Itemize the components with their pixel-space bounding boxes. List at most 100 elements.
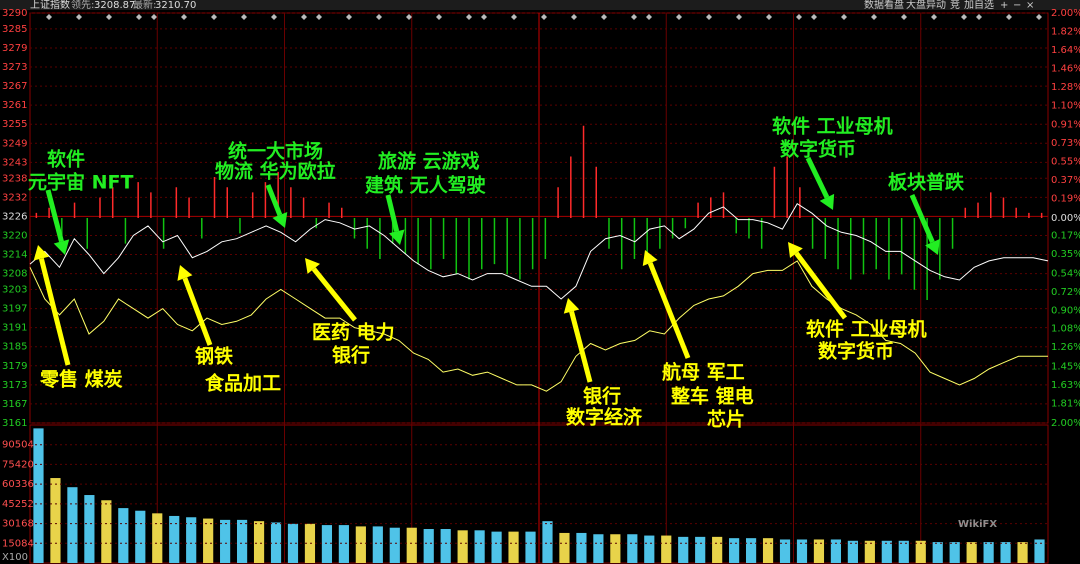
event-marker	[511, 14, 517, 20]
event-marker	[316, 14, 322, 20]
toolbar-button[interactable]: 大盘异动	[906, 0, 946, 11]
event-marker	[76, 14, 82, 20]
volume-bar	[152, 513, 163, 563]
event-marker	[376, 14, 382, 20]
annotation-text: 软件 工业母机	[772, 115, 893, 138]
y2-tick-label: 1.45%	[1051, 362, 1080, 373]
y2-tick-label: 0.55%	[1051, 157, 1080, 168]
volume-bar	[542, 521, 553, 563]
toolbar-button[interactable]: 数据看盘	[864, 0, 904, 11]
volume-bar	[813, 539, 825, 563]
event-marker	[736, 14, 742, 20]
volume-bar	[949, 542, 960, 563]
volume-bar	[372, 526, 383, 563]
volume-bar	[644, 535, 655, 563]
event-marker	[766, 14, 772, 20]
event-marker	[211, 14, 217, 20]
volume-bar	[932, 542, 943, 563]
volume-bar	[304, 523, 316, 563]
annotation-arrowhead	[642, 250, 658, 266]
annotation-arrow	[909, 194, 935, 244]
y-tick-label: 3208	[2, 269, 27, 280]
volume-unit: X100	[2, 552, 28, 563]
y-tick-label: 3232	[2, 192, 27, 203]
event-marker	[676, 14, 682, 20]
volume-bar	[135, 510, 146, 563]
event-marker	[151, 14, 157, 20]
zoom-button[interactable]: −	[1013, 0, 1021, 11]
event-marker	[436, 14, 442, 20]
annotation-text: 零售 煤炭	[39, 368, 123, 391]
event-marker	[541, 14, 547, 20]
event-marker	[46, 14, 52, 20]
annotation-text: 旅游 云游戏	[378, 150, 480, 173]
annotation-arrowhead	[563, 298, 580, 314]
volume-bar	[406, 527, 417, 563]
event-marker	[346, 14, 352, 20]
volume-bar	[847, 540, 858, 563]
volume-tick-label: 45252	[2, 499, 34, 510]
volume-bar	[695, 536, 706, 563]
y-tick-label: 3191	[2, 323, 27, 334]
volume-bar	[762, 538, 774, 563]
event-marker	[466, 14, 472, 20]
annotation-text: 银行	[583, 385, 621, 408]
volume-bar	[101, 500, 112, 563]
annotation-arrow	[311, 267, 357, 322]
y-tick-label: 3238	[2, 173, 27, 184]
volume-tick-label: 30168	[2, 519, 34, 530]
event-marker	[1036, 14, 1042, 20]
price-line	[29, 202, 1049, 300]
volume-bar	[745, 538, 757, 563]
volume-bar	[423, 529, 434, 563]
volume-bar	[474, 530, 485, 563]
volume-bar	[440, 529, 451, 563]
y-tick-label: 3197	[2, 304, 27, 315]
volume-bar	[33, 428, 44, 563]
y-tick-label: 3185	[2, 342, 27, 353]
y-tick-label: 3285	[2, 24, 27, 35]
volume-bar	[678, 536, 689, 563]
volume-bar	[627, 534, 638, 563]
annotation-text: 软件	[47, 148, 85, 171]
event-marker	[1006, 14, 1012, 20]
annotation-arrowhead	[305, 258, 321, 274]
y2-tick-label: 0.73%	[1051, 138, 1080, 149]
zoom-button[interactable]: +	[1000, 0, 1008, 11]
volume-bar	[1034, 539, 1045, 563]
annotation-arrow	[45, 189, 64, 243]
lead-label: 领先:	[71, 0, 94, 11]
annotation-arrowhead	[33, 245, 50, 261]
event-marker	[241, 14, 247, 20]
volume-tick-label: 15084	[2, 538, 34, 549]
y2-tick-label: 1.28%	[1051, 82, 1080, 93]
annotation-text: 钢铁	[195, 345, 233, 368]
volume-bar	[712, 536, 723, 563]
event-marker	[841, 14, 847, 20]
volume-bar	[898, 540, 909, 563]
event-marker	[811, 14, 817, 20]
last-value: 3210.70	[155, 0, 196, 11]
volume-bar	[220, 519, 231, 563]
y-tick-label: 3261	[2, 100, 27, 111]
toolbar-button[interactable]: 加自选	[964, 0, 994, 11]
y-tick-label: 3167	[2, 399, 27, 410]
last-label: 最新:	[133, 0, 156, 11]
y2-tick-label: 0.72%	[1051, 287, 1080, 298]
toolbar-button[interactable]: 竞	[950, 0, 960, 11]
event-marker	[646, 14, 652, 20]
annotation-arrowhead	[53, 239, 70, 255]
annotation-arrow	[182, 277, 213, 346]
y-tick-label: 3273	[2, 62, 27, 73]
volume-bar	[830, 539, 842, 563]
y2-tick-label: 0.00%	[1051, 213, 1080, 224]
y2-tick-label: 1.10%	[1051, 100, 1080, 111]
close-button[interactable]: ×	[1026, 0, 1034, 11]
annotation-text: 统一大市场	[228, 140, 323, 163]
header-bar	[0, 0, 1080, 10]
annotation-text: 数字货币	[818, 340, 894, 363]
y-tick-label: 3226	[2, 211, 27, 222]
annotation-text: 板块普跌	[888, 171, 965, 194]
event-marker	[961, 14, 967, 20]
annotation-arrowhead	[925, 238, 940, 255]
